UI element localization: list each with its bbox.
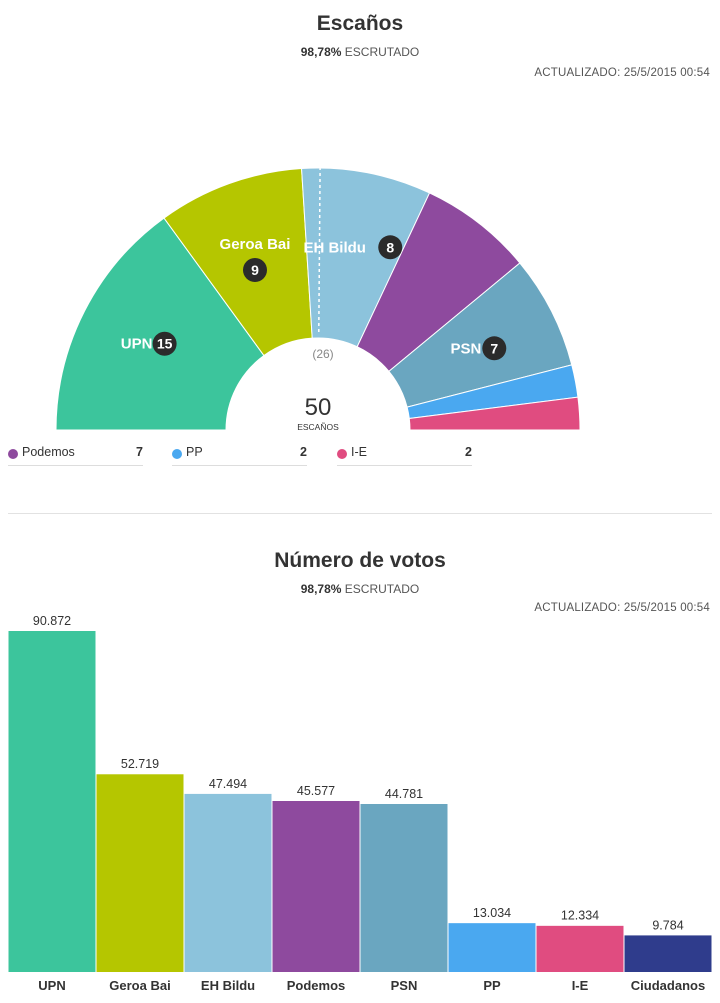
bar-value-label-ciudadanos: 9.784 (652, 918, 683, 932)
bar-geroa-bai (96, 774, 184, 972)
seats-updated-timestamp: ACTUALIZADO: 25/5/2015 00:54 (534, 67, 710, 79)
hemicycle-value-badge-eh-bildu (378, 235, 403, 260)
total-seats-label: ESCAÑOS (297, 422, 339, 432)
bar-category-label-upn: UPN (38, 978, 65, 993)
hemicycle-value-geroa-bai: 9 (251, 262, 259, 278)
bar-cap-podemos (272, 798, 360, 801)
hemicycle-label-eh-bildu: EH Bildu (303, 239, 366, 256)
bar-i-e (536, 925, 624, 972)
bar-cap-eh-bildu (184, 791, 272, 794)
legend-value-ie: 2 (465, 445, 472, 459)
legend-item-ie: I-E 2 (337, 444, 472, 466)
legend-dot-pp (172, 449, 182, 459)
bar-podemos (272, 800, 360, 972)
bar-cap-ciudadanos (624, 933, 712, 936)
legend-item-podemos: Podemos 7 (8, 444, 143, 466)
majority-label: (26) (312, 347, 333, 361)
seats-progress: 98,78% ESCRUTADO (0, 45, 720, 59)
votes-progress-value: 98,78% (300, 582, 342, 596)
bar-psn (360, 803, 448, 972)
bar-eh-bildu (184, 793, 272, 972)
hemicycle-value-eh-bildu: 8 (386, 239, 394, 255)
hemicycle-value-badge-psn (482, 336, 507, 361)
hemicycle-value-upn: 15 (157, 336, 173, 352)
bar-category-label-pp: PP (483, 978, 501, 993)
legend-dot-ie (337, 449, 347, 459)
bar-value-label-pp: 13.034 (473, 906, 511, 920)
votes-title: Número de votos (274, 549, 446, 572)
hemicycle-slice-i-e (408, 396, 581, 431)
legend-dot-podemos (8, 449, 18, 459)
bar-upn (8, 631, 96, 972)
legend-label-pp: PP (186, 445, 203, 459)
bar-cap-upn (8, 629, 96, 631)
bar-cap-geroa-bai (96, 772, 184, 775)
bar-value-label-eh-bildu: 47.494 (209, 777, 247, 791)
seats-progress-label: ESCRUTADO (344, 45, 420, 59)
section-divider (8, 513, 712, 514)
bar-cap-i-e (536, 923, 624, 926)
seats-progress-value: 98,78% (300, 45, 342, 59)
votes-progress-label: ESCRUTADO (344, 582, 420, 596)
bar-category-label-eh-bildu: EH Bildu (201, 978, 255, 993)
bar-value-label-geroa-bai: 52.719 (121, 757, 159, 771)
bar-cap-pp (448, 921, 536, 924)
total-seats-value: 50 (305, 394, 332, 421)
legend-label-ie: I-E (351, 445, 367, 459)
bar-category-label-ciudadanos: Ciudadanos (631, 978, 705, 993)
votes-progress: 98,78% ESCRUTADO (0, 582, 720, 596)
bar-category-label-psn: PSN (391, 978, 418, 993)
legend-value-pp: 2 (300, 445, 307, 459)
seats-title: Escaños (316, 12, 404, 35)
hemicycle-value-badge-upn (152, 331, 177, 356)
bar-ciudadanos (624, 935, 712, 972)
bar-category-label-geroa-bai: Geroa Bai (109, 978, 170, 993)
bar-cap-psn (360, 801, 448, 804)
votes-updated-timestamp: ACTUALIZADO: 25/5/2015 00:54 (534, 602, 710, 614)
bar-value-label-upn: 90.872 (33, 614, 71, 628)
bar-value-label-i-e: 12.334 (561, 909, 599, 923)
hemicycle-label-upn: UPN (121, 336, 153, 353)
hemicycle-value-badge-geroa-bai (242, 257, 267, 282)
bar-pp (448, 923, 536, 972)
legend-label-podemos: Podemos (22, 445, 75, 459)
hemicycle-label-geroa-bai: Geroa Bai (220, 236, 291, 253)
hemicycle-slice-upn (55, 217, 265, 431)
legend-item-pp: PP 2 (172, 444, 307, 466)
hemicycle-value-psn: 7 (490, 340, 498, 356)
seats-hemicycle-chart: UPN 15 Geroa Bai 9 EH Bildu 8 PSN 7 (26) 50 ESC… (55, 167, 581, 432)
hemicycle-label-psn: PSN (450, 340, 481, 357)
bar-category-label-podemos: Podemos (287, 978, 346, 993)
legend-value-podemos: 7 (136, 445, 143, 459)
bar-category-label-i-e: I-E (572, 978, 589, 993)
bar-value-label-podemos: 45.577 (297, 784, 335, 798)
bar-value-label-psn: 44.781 (385, 787, 423, 801)
